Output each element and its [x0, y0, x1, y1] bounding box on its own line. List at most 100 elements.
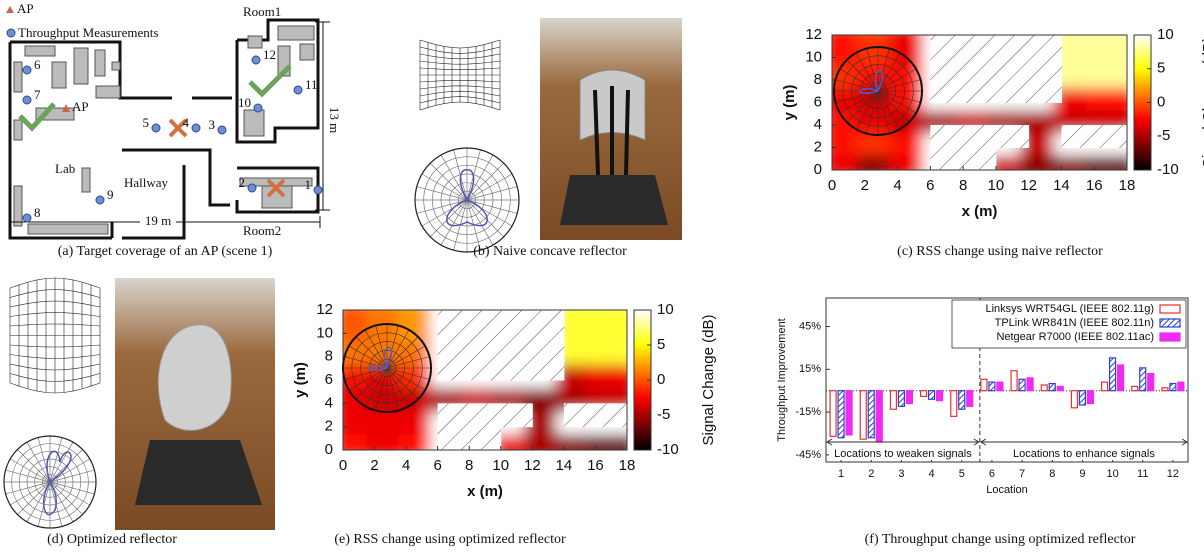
y-axis-label: y (m) — [292, 362, 309, 398]
point-label: 8 — [34, 205, 41, 220]
bar — [1011, 371, 1017, 391]
x-tick-label: 18 — [619, 457, 636, 474]
legend-icon — [7, 29, 15, 37]
x-tick-label: 4 — [929, 468, 935, 480]
obstacle — [469, 333, 501, 357]
point-label: 2 — [239, 175, 246, 190]
bar — [906, 391, 912, 404]
measurement-point — [254, 104, 262, 112]
measurement-point — [23, 66, 31, 74]
obstacle — [501, 333, 533, 357]
x-tick-label: 10 — [988, 177, 1005, 194]
bar — [898, 391, 904, 407]
bar — [959, 391, 965, 410]
bar — [1027, 378, 1033, 391]
point-label: 7 — [34, 87, 41, 102]
point-label: 1 — [305, 177, 312, 192]
x-tick-label: 16 — [587, 457, 604, 474]
obstacle — [532, 333, 564, 357]
obstacle — [438, 427, 470, 451]
legend-swatch — [1160, 305, 1180, 313]
x-tick-label: 12 — [1167, 468, 1179, 480]
bar — [937, 391, 943, 401]
dimension-label: 13 m — [327, 107, 342, 133]
y-tick-label: 45% — [799, 320, 821, 332]
x-tick-label: 16 — [1086, 177, 1103, 194]
obstacle — [996, 125, 1029, 148]
annotation-arrow — [981, 439, 1187, 445]
bar — [838, 391, 844, 438]
y-tick-label: 0 — [814, 161, 822, 178]
y-tick-label: 2 — [325, 418, 333, 435]
reflector-illustration — [415, 18, 682, 252]
legend-swatch — [1160, 333, 1180, 341]
x-tick-label: 6 — [433, 457, 441, 474]
y-tick-label: -15% — [795, 406, 821, 418]
x-tick-label: 2 — [868, 468, 874, 480]
obstacle — [963, 80, 996, 103]
point-label: 6 — [34, 57, 41, 72]
y-tick-label: 12 — [316, 301, 333, 318]
y-tick-label: 10 — [805, 48, 822, 65]
heat-cell — [1086, 27, 1135, 66]
legend-swatch — [1160, 319, 1180, 327]
bar — [1140, 368, 1146, 391]
obstacle — [930, 35, 963, 58]
x-tick-label: 14 — [556, 457, 573, 474]
x-tick-label: 8 — [959, 177, 967, 194]
bar — [1102, 382, 1108, 391]
obstacle — [1029, 35, 1062, 58]
bar — [921, 391, 927, 397]
x-tick-label: 7 — [1019, 468, 1025, 480]
x-tick-label: 6 — [926, 177, 934, 194]
bar — [989, 382, 995, 391]
y-tick-label: 6 — [325, 371, 333, 388]
legend-label: AP — [17, 1, 34, 16]
obstacle — [501, 403, 533, 427]
wireframe — [10, 278, 100, 393]
measurement-point — [192, 124, 200, 132]
x-tick-label: 1 — [838, 468, 844, 480]
point-label: 12 — [263, 47, 276, 62]
bar — [1057, 386, 1063, 390]
x-tick-label: 4 — [402, 457, 410, 474]
figure: AP Throughput Measurements AP Room1 Room… — [0, 0, 1204, 552]
bar — [1041, 385, 1047, 391]
obstacle — [1029, 80, 1062, 103]
obstacle — [438, 333, 470, 357]
y-tick-label: 8 — [325, 348, 333, 365]
point-label: 4 — [183, 115, 190, 130]
bar — [1148, 374, 1154, 391]
x-tick-label: 8 — [465, 457, 473, 474]
y-tick-label: -45% — [795, 449, 821, 461]
wire — [420, 102, 500, 110]
obstacle — [469, 403, 501, 427]
obstacle — [564, 403, 596, 427]
obstacle — [930, 58, 963, 81]
caption: (e) RSS change using optimized reflector — [334, 532, 566, 547]
obstacle — [1094, 125, 1127, 148]
ap-icon — [6, 6, 14, 13]
measurement-point — [96, 196, 104, 204]
colorbar-label: Signal Change (dB) — [1200, 37, 1204, 168]
y-tick-label: 8 — [814, 71, 822, 88]
measurement-point — [314, 186, 322, 194]
bar — [1019, 379, 1025, 390]
y-tick-label: 10 — [316, 324, 333, 341]
obstacle — [438, 403, 470, 427]
point-label: 5 — [143, 115, 150, 130]
photo-router — [560, 175, 668, 225]
legend-label: Netgear R7000 (IEEE 802.11ac) — [996, 331, 1154, 343]
annotation: Locations to weaken signals — [834, 448, 972, 460]
obstacle — [469, 310, 501, 334]
obstacle — [532, 310, 564, 334]
obstacle — [501, 310, 533, 334]
caption: (d) Optimized reflector — [47, 532, 177, 547]
y-tick-label: 4 — [325, 394, 333, 411]
bar — [929, 391, 935, 400]
x-tick-label: 18 — [1119, 177, 1136, 194]
x-tick-label: 9 — [1079, 468, 1085, 480]
room-label: Hallway — [124, 175, 169, 190]
colorbar-tick-label: -10 — [1157, 161, 1179, 178]
room-label: Lab — [55, 161, 75, 176]
